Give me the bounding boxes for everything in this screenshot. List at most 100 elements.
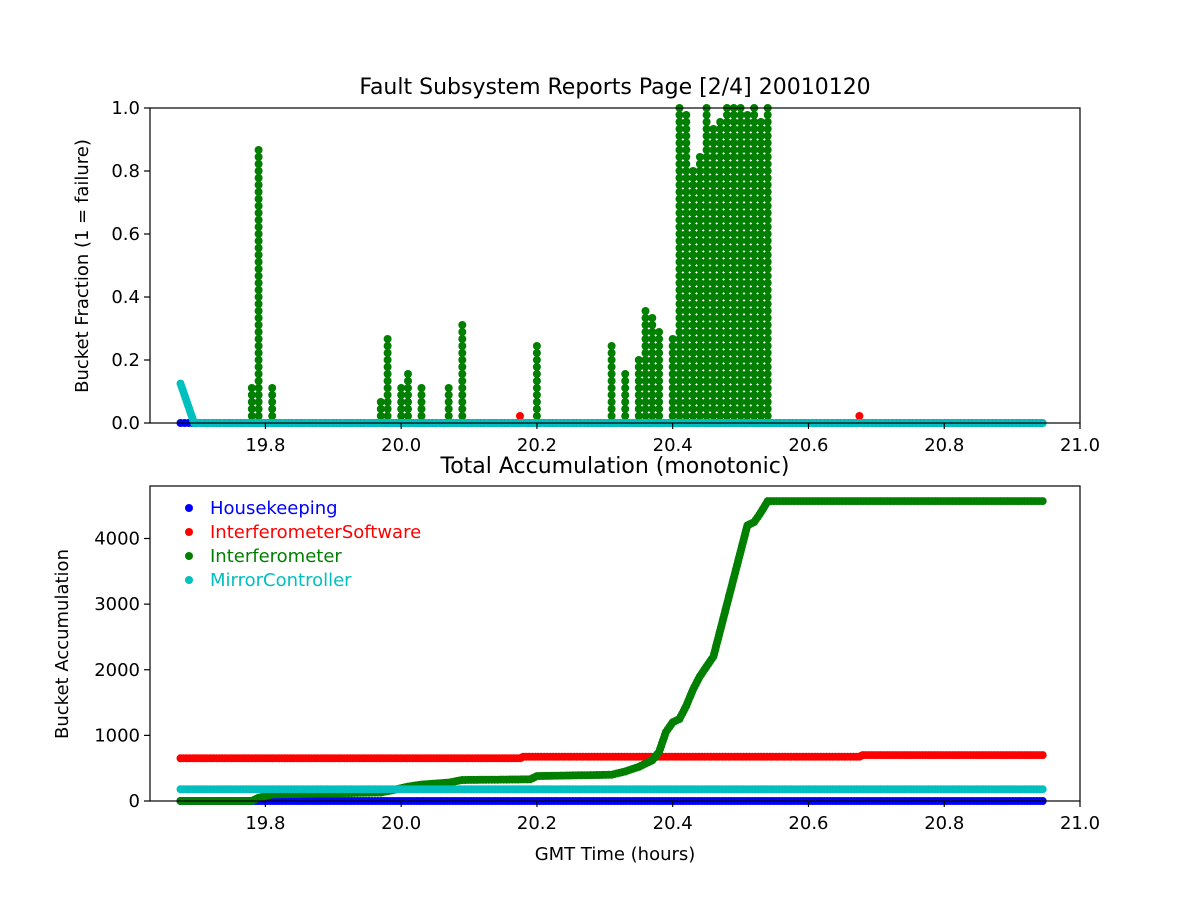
fault-fraction-point [695, 384, 704, 392]
fault-fraction-point [675, 230, 684, 238]
fault-fraction-point [682, 174, 691, 182]
fault-fraction-point [695, 307, 704, 315]
fault-fraction-point [709, 132, 718, 140]
fault-fraction-point [458, 391, 467, 399]
fault-fraction-point [729, 223, 738, 231]
fault-fraction-point [247, 398, 256, 406]
fault-fraction-point [716, 321, 725, 329]
fault-fraction-point [763, 293, 772, 301]
fault-fraction-point [716, 181, 725, 189]
fault-fraction-point [383, 370, 392, 378]
fault-fraction-point [750, 321, 759, 329]
fault-fraction-point [743, 153, 752, 161]
fault-fraction-point [702, 237, 711, 245]
fault-fraction-point [655, 363, 664, 371]
fault-fraction-point [702, 209, 711, 217]
fault-fraction-point [736, 111, 745, 119]
fault-fraction-point [723, 195, 731, 203]
fault-fraction-point [702, 139, 711, 147]
fault-fraction-point [756, 377, 765, 385]
fault-fraction-point [736, 132, 745, 140]
fault-fraction-point [675, 363, 684, 371]
fault-fraction-point [750, 342, 759, 350]
fault-fraction-point [621, 370, 630, 378]
fault-fraction-point [655, 349, 664, 357]
fault-fraction-point [634, 398, 643, 406]
fault-fraction-point [254, 223, 263, 231]
fault-fraction-point [750, 258, 759, 266]
fault-fraction-point [383, 356, 392, 364]
total-accumulation-point [1038, 785, 1047, 794]
fault-fraction-point [756, 139, 765, 147]
fault-fraction-point [736, 258, 745, 266]
fault-fraction-point [254, 195, 263, 203]
fault-fraction-point [532, 363, 541, 371]
fault-fraction-point [716, 272, 725, 280]
fault-fraction-point [750, 370, 759, 378]
fault-fraction-point [750, 265, 759, 273]
fault-fraction-x-tick-label: 20.6 [788, 435, 828, 456]
fault-fraction-point [648, 377, 657, 385]
total-accumulation-x-tick-label: 20.2 [517, 813, 557, 834]
fault-fraction-point [254, 209, 263, 217]
fault-fraction-point [532, 349, 541, 357]
fault-fraction-point [716, 188, 725, 196]
fault-fraction-point [607, 384, 616, 392]
fault-fraction-point [723, 307, 731, 315]
fault-fraction-point [756, 293, 765, 301]
fault-fraction-point [702, 188, 711, 196]
fault-fraction-point [763, 153, 772, 161]
fault-fraction-point [444, 384, 453, 392]
fault-fraction-point [750, 300, 759, 308]
fault-fraction-point [532, 342, 541, 350]
fault-fraction-point [729, 181, 738, 189]
fault-fraction-point [383, 384, 392, 392]
fault-fraction-point [763, 286, 772, 294]
fault-fraction-point [689, 167, 698, 175]
total-accumulation-x-tick-label: 21.0 [1060, 813, 1100, 834]
fault-fraction-point [702, 202, 711, 210]
fault-fraction-point [763, 279, 772, 287]
fault-fraction-point [695, 335, 704, 343]
fault-fraction-point [763, 132, 772, 140]
fault-fraction-point [743, 174, 752, 182]
fault-fraction-point [621, 377, 630, 385]
fault-fraction-point [702, 286, 711, 294]
fault-fraction-point [709, 251, 718, 259]
fault-fraction-point [702, 279, 711, 287]
fault-fraction-point [702, 118, 711, 126]
fault-fraction-point [709, 412, 718, 420]
fault-fraction-point [763, 314, 772, 322]
fault-fraction-point [702, 244, 711, 252]
fault-fraction-point [695, 195, 704, 203]
fault-fraction-point [268, 412, 277, 420]
fault-fraction-point [756, 272, 765, 280]
fault-fraction-point [709, 244, 718, 252]
fault-fraction-point [689, 293, 698, 301]
fault-fraction-point [254, 153, 263, 161]
fault-fraction-point [376, 412, 385, 420]
fault-fraction-point [702, 328, 711, 336]
fault-fraction-point [444, 405, 453, 413]
fault-fraction-point [716, 153, 725, 161]
fault-fraction-point [729, 272, 738, 280]
fault-fraction-point [689, 342, 698, 350]
fault-fraction-point [695, 153, 704, 161]
fault-fraction-point [458, 335, 467, 343]
fault-fraction-point [756, 384, 765, 392]
fault-fraction-point [254, 356, 263, 364]
fault-fraction-point [716, 377, 725, 385]
fault-fraction-point [743, 223, 752, 231]
fault-fraction-point [689, 286, 698, 294]
fault-fraction-point [247, 412, 256, 420]
fault-fraction-point [641, 335, 650, 343]
fault-fraction-point [723, 279, 731, 287]
fault-fraction-point [397, 412, 406, 420]
fault-fraction-point [716, 384, 725, 392]
fault-fraction-point [756, 230, 765, 238]
fault-fraction-point [716, 405, 725, 413]
fault-fraction-point [716, 139, 725, 147]
fault-fraction-point [254, 265, 263, 273]
fault-fraction-point [695, 202, 704, 210]
fault-fraction-point [458, 321, 467, 329]
